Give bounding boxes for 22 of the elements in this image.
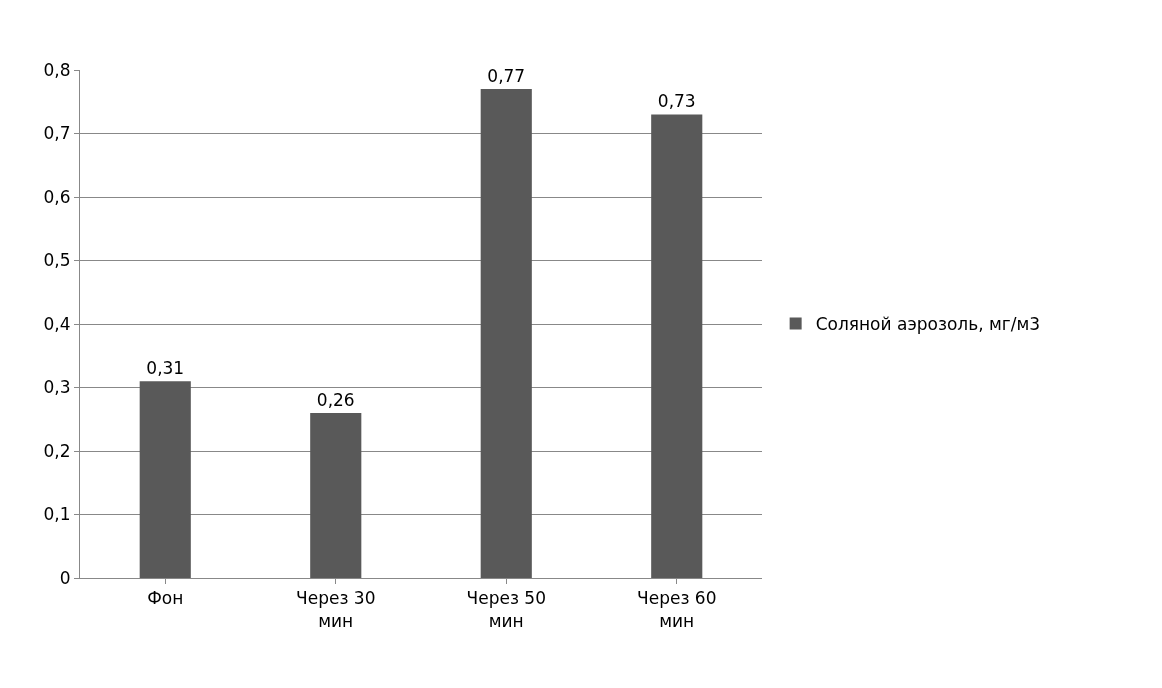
data-label: 0,73	[657, 91, 696, 112]
y-tick-label: 0,7	[43, 123, 71, 144]
y-tick-label: 0,5	[43, 250, 71, 271]
data-label: 0,26	[316, 389, 355, 410]
y-tick-label: 0,1	[43, 504, 71, 525]
y-tick-label: 0,8	[43, 59, 71, 80]
bar	[139, 381, 191, 578]
data-label: 0,31	[146, 358, 185, 379]
data-label: 0,77	[487, 66, 526, 87]
x-tick-label: Фон	[147, 588, 184, 609]
y-tick-label: 0,4	[43, 313, 71, 334]
y-tick-label: 0	[59, 567, 71, 588]
y-tick-label: 0,2	[43, 440, 71, 461]
x-tick-label: Через 50 мин	[466, 588, 546, 631]
bar	[651, 114, 703, 578]
bar	[310, 412, 362, 578]
y-tick-label: 0,6	[43, 186, 71, 207]
bar	[480, 89, 532, 578]
legend-label: Соляной аэрозоль, мг/м3	[815, 314, 1041, 335]
y-tick-label: 0,3	[43, 377, 71, 398]
x-tick-label: Через 30 мин	[296, 588, 376, 631]
x-tick-label: Через 60 мин	[637, 588, 717, 631]
